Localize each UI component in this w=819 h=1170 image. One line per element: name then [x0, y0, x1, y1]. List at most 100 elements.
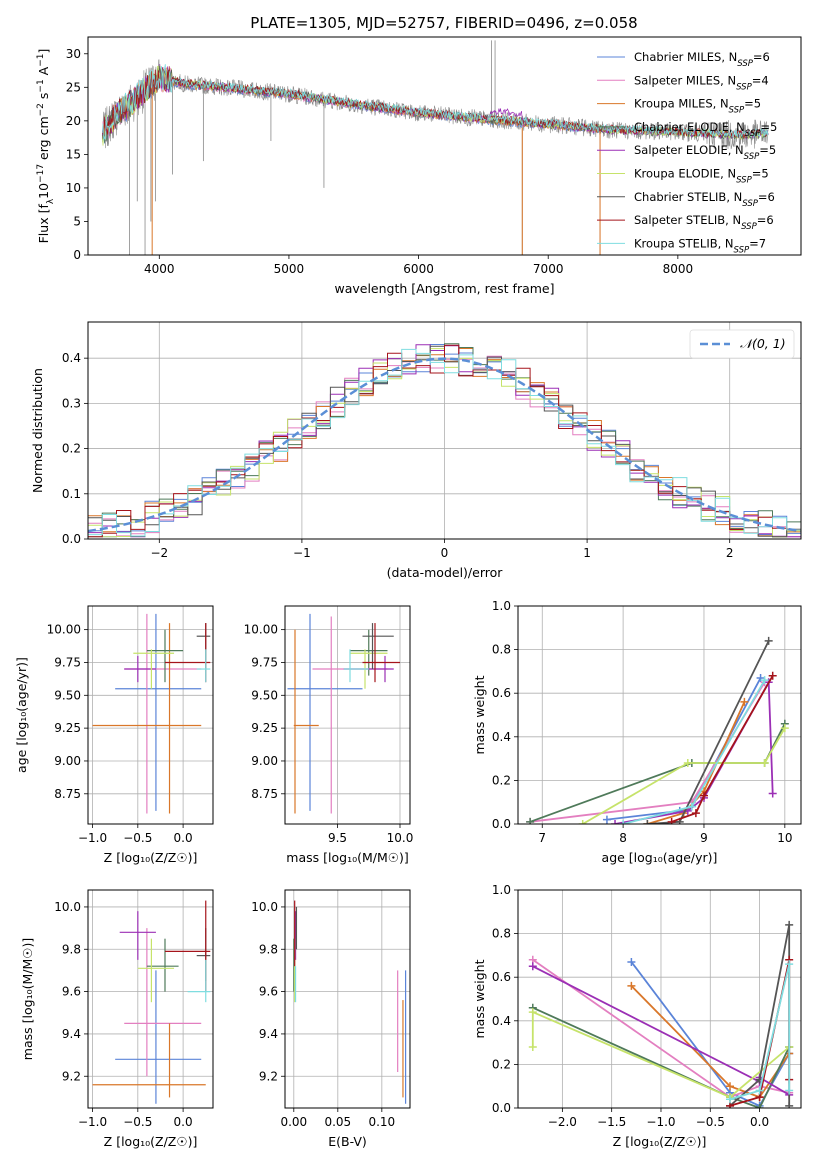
y-axis-label: age [log₁₀(age/yr)]	[14, 657, 29, 773]
errorbar-salp_miles	[312, 616, 388, 814]
legend-entry-sub: SSP	[736, 176, 752, 186]
legend-entry-count: =5	[760, 120, 777, 134]
weight-marker	[578, 820, 587, 824]
weight-marker	[755, 1086, 764, 1095]
y-axis-label-part: Flux [f	[36, 204, 51, 244]
weight-line-krou_elodie	[582, 727, 786, 824]
plot-area-mass_vs_ebv	[285, 890, 410, 1108]
x-tick-label: 6000	[403, 262, 434, 276]
legend-entry-name: Salpeter STELIB, N	[634, 213, 741, 227]
axes-frame	[284, 605, 411, 825]
figure-title: PLATE=1305, MJD=52757, FIBERID=0496, z=0…	[250, 14, 637, 32]
plot-area-spectrum	[101, 40, 769, 255]
errorbar-krou_stelib	[196, 649, 211, 683]
weight-marker	[768, 671, 777, 680]
legend-entry-sub: SSP	[737, 59, 753, 69]
legend-entry-count: =7	[749, 236, 766, 250]
panel-massweight_vs_Z: −2.0 −1.5 −1.0 −0.5 0.0 0.0 0.2 0.4 0.6 0.8 1.0 Z […	[472, 883, 802, 1149]
y-axis-label: mass weight	[472, 675, 487, 754]
y-tick-label: 9.50	[251, 688, 278, 702]
y-tick-label: 9.50	[54, 688, 81, 702]
errorbar-chab_miles	[115, 970, 202, 1104]
y-axis-label-part: −17	[36, 164, 46, 183]
y-tick-label: 20	[66, 114, 81, 128]
legend-entry-name: Salpeter MILES, N	[634, 73, 736, 87]
weight-marker	[760, 758, 769, 767]
weight-marker	[627, 981, 636, 990]
legend-entry-sub: SSP	[736, 82, 752, 92]
y-tick-label: 0.3	[62, 396, 81, 410]
x-tick-label: 7	[538, 831, 546, 845]
legend-entry-count: =6	[758, 190, 775, 204]
y-axis-label-part: erg cm	[36, 116, 51, 164]
x-tick-label: 0.05	[324, 1115, 351, 1129]
weight-marker	[785, 1086, 794, 1095]
y-tick-label: 10.0	[251, 900, 278, 914]
weight-marker	[643, 820, 652, 824]
model-spectrum-krou_stelib	[101, 64, 769, 141]
y-axis-label-part: λ	[46, 198, 56, 204]
y-tick-label: 0	[73, 248, 81, 262]
y-tick-label: 9.4	[259, 1027, 278, 1041]
panel-mass_vs_ebv: 0.00 0.05 0.10 9.2 9.4 9.6 9.8 10.0 E(B-V)	[251, 889, 411, 1149]
y-axis-label-part: 10	[36, 183, 51, 199]
x-tick-label: 9	[700, 831, 708, 845]
y-tick-label: 0.0	[492, 817, 511, 831]
errorbar-krou_miles	[293, 629, 319, 814]
y-tick-label: 10.0	[54, 900, 81, 914]
plot-area-massweight_vs_Z	[518, 890, 801, 1108]
y-tick-label: 30	[66, 47, 81, 61]
plot-area-mass_vs_Z	[88, 890, 213, 1108]
x-tick-label: −1.0	[646, 1115, 675, 1129]
legend-gaussian-label: 𝒩(0, 1)	[740, 336, 786, 351]
panel-age_vs_mass: 9.5 10.0 8.75 9.00 9.25 9.50 9.75 10.00 mass [lo…	[244, 605, 413, 865]
legend-entry-count: =5	[744, 97, 761, 111]
x-tick-label: −0.5	[696, 1115, 725, 1129]
legend-entry: Salpeter STELIB, NSSP=6	[634, 213, 774, 232]
weight-line-chab_stelib	[647, 640, 770, 824]
y-tick-label: 8.75	[54, 787, 81, 801]
x-tick-label: 2	[726, 546, 734, 560]
y-tick-label: 0.0	[62, 532, 81, 546]
legend-box	[689, 329, 795, 359]
weight-marker	[726, 1095, 735, 1104]
legend-entry-count: =5	[759, 143, 776, 157]
x-tick-label: 8	[619, 831, 627, 845]
x-tick-label: 0.0	[174, 831, 193, 845]
legend-entry-name: Kroupa STELIB, N	[634, 236, 734, 250]
axes-frame	[517, 889, 802, 1109]
panel-age_vs_Z: −1.0 −0.5 0.0 8.75 9.00 9.25 9.50 9.75 10.00 Z [l…	[14, 605, 214, 865]
errorbar-krou_miles	[92, 623, 202, 814]
errorbar-krou_elodie	[137, 938, 175, 1003]
y-axis-label-part: A	[36, 66, 51, 79]
weight-marker	[726, 1082, 735, 1091]
y-tick-label: 0.2	[492, 1057, 511, 1071]
panel-spectrum: 4000 5000 6000 7000 8000 0 5 10 15 20 25 30 waveleng…	[36, 36, 802, 296]
y-tick-label: 0.4	[492, 730, 511, 744]
errorbar-chab_elodie	[146, 629, 184, 683]
y-tick-label: 9.2	[259, 1069, 278, 1083]
legend-entry: Kroupa ELODIE, NSSP=5	[634, 167, 769, 186]
y-tick-label: 9.75	[251, 655, 278, 669]
errorbar-chab_stelib	[196, 928, 211, 982]
x-tick-label: 8000	[663, 262, 694, 276]
weight-marker	[687, 802, 696, 811]
weight-line-krou_stelib	[729, 963, 791, 1101]
x-tick-label: 4000	[144, 262, 175, 276]
y-tick-label: 0.6	[492, 686, 511, 700]
errorbar-salp_miles	[124, 613, 202, 814]
legend-entry: Kroupa MILES, NSSP=5	[634, 97, 761, 116]
y-tick-label: 9.00	[54, 754, 81, 768]
y-tick-label: 15	[66, 147, 81, 161]
errorbar-chab_miles	[287, 613, 363, 811]
plot-area-age_vs_Z	[88, 606, 213, 824]
x-tick-label: 0.0	[174, 1115, 193, 1129]
errorbar-chab_miles	[115, 613, 202, 811]
y-tick-label: 9.8	[259, 942, 278, 956]
y-axis-label-part: ]	[36, 49, 51, 54]
y-tick-label: 10.00	[47, 623, 81, 637]
weight-marker	[780, 724, 789, 733]
plot-area-massweight_vs_age	[518, 606, 801, 824]
x-tick-label: 1	[583, 546, 591, 560]
